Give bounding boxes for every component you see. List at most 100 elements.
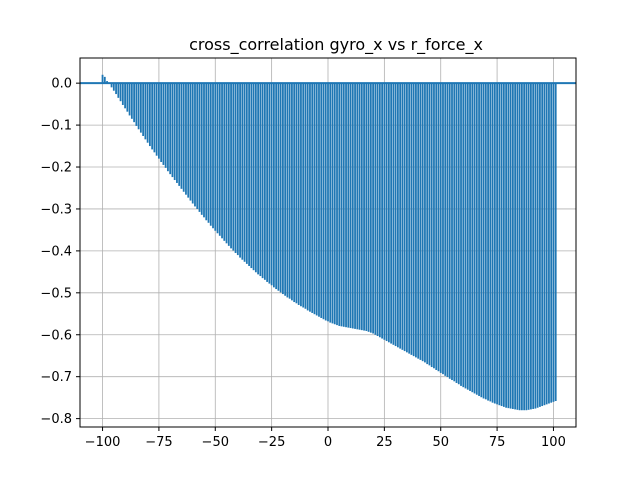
- bar: [367, 83, 370, 332]
- bar: [252, 83, 255, 271]
- bar: [209, 83, 212, 226]
- bar: [342, 83, 345, 327]
- bar: [230, 83, 232, 249]
- x-tick-label: −25: [258, 435, 285, 450]
- bar: [167, 83, 169, 172]
- bar: [376, 83, 379, 337]
- bar: [180, 83, 183, 189]
- bar: [511, 83, 514, 409]
- x-tick-label: 50: [432, 435, 449, 450]
- bar: [282, 83, 284, 295]
- bar: [261, 83, 264, 279]
- bar: [412, 83, 415, 357]
- y-axis-ticks: 0.0 −0.1 −0.2 −0.3 −0.4 −0.5 −0.6 −0.7 −0.8: [40, 77, 80, 427]
- bar: [543, 83, 546, 406]
- bar: [257, 83, 260, 275]
- bar: [435, 83, 438, 370]
- bar: [216, 83, 219, 234]
- bar: [493, 83, 496, 404]
- bar: [200, 83, 203, 215]
- bar: [103, 76, 106, 84]
- bar: [534, 83, 537, 409]
- bar: [550, 83, 553, 403]
- bar: [484, 83, 487, 400]
- bar: [415, 83, 417, 358]
- bar: [135, 83, 138, 126]
- bar: [196, 83, 199, 209]
- bar: [548, 83, 550, 404]
- bar: [338, 83, 341, 326]
- bar: [489, 83, 492, 402]
- bar: [475, 83, 478, 395]
- bar: [408, 83, 411, 354]
- bar: [311, 83, 314, 313]
- bar: [263, 83, 266, 280]
- bar: [530, 83, 532, 410]
- bar: [428, 83, 431, 366]
- bar: [171, 83, 174, 178]
- bar: [295, 83, 298, 304]
- bar: [178, 83, 181, 186]
- bar: [439, 83, 442, 373]
- bar: [327, 83, 329, 322]
- bar: [300, 83, 302, 307]
- y-tick-label: −0.1: [40, 119, 72, 134]
- bar: [480, 83, 483, 398]
- bar: [191, 83, 194, 204]
- bar: [525, 83, 528, 411]
- bar: [374, 83, 377, 335]
- bar: [354, 83, 356, 329]
- bar: [358, 83, 361, 330]
- bar: [417, 83, 420, 359]
- bar: [372, 83, 374, 334]
- bar: [232, 83, 235, 251]
- bar: [451, 83, 453, 381]
- bar: [194, 83, 196, 207]
- bar: [378, 83, 381, 338]
- bar: [500, 83, 503, 407]
- bar: [293, 83, 296, 303]
- bar: [151, 83, 154, 150]
- bar: [243, 83, 246, 262]
- bar: [554, 83, 557, 402]
- bar: [460, 83, 462, 386]
- bar: [270, 83, 273, 286]
- bar: [541, 83, 544, 407]
- y-tick-label: −0.6: [40, 328, 72, 343]
- bar: [360, 83, 363, 331]
- bar: [464, 83, 467, 389]
- bar: [349, 83, 352, 329]
- bar: [406, 83, 408, 353]
- bar: [381, 83, 384, 339]
- bar: [302, 83, 305, 308]
- bar: [363, 83, 365, 331]
- bar: [496, 83, 498, 405]
- y-tick-label: −0.4: [40, 244, 72, 259]
- x-tick-label: 0: [324, 435, 332, 450]
- bar: [505, 83, 508, 408]
- bar: [189, 83, 192, 201]
- bar: [236, 83, 239, 256]
- bar: [259, 83, 262, 277]
- bar: [304, 83, 307, 309]
- y-tick-label: −0.2: [40, 161, 72, 176]
- bar: [110, 83, 113, 88]
- bar: [198, 83, 201, 212]
- bar: [518, 83, 521, 411]
- bar: [498, 83, 501, 406]
- x-tick-label: 100: [541, 435, 566, 450]
- bar: [266, 83, 269, 282]
- bar: [227, 83, 230, 246]
- bar: [351, 83, 354, 329]
- bar: [478, 83, 480, 396]
- bar: [205, 83, 208, 221]
- bar: [155, 83, 158, 156]
- bar: [212, 83, 214, 229]
- bar: [108, 83, 111, 84]
- bar: [390, 83, 393, 344]
- bar: [164, 83, 167, 168]
- bar: [385, 83, 388, 342]
- bar: [112, 83, 115, 91]
- bar: [146, 83, 149, 143]
- bar: [223, 83, 226, 241]
